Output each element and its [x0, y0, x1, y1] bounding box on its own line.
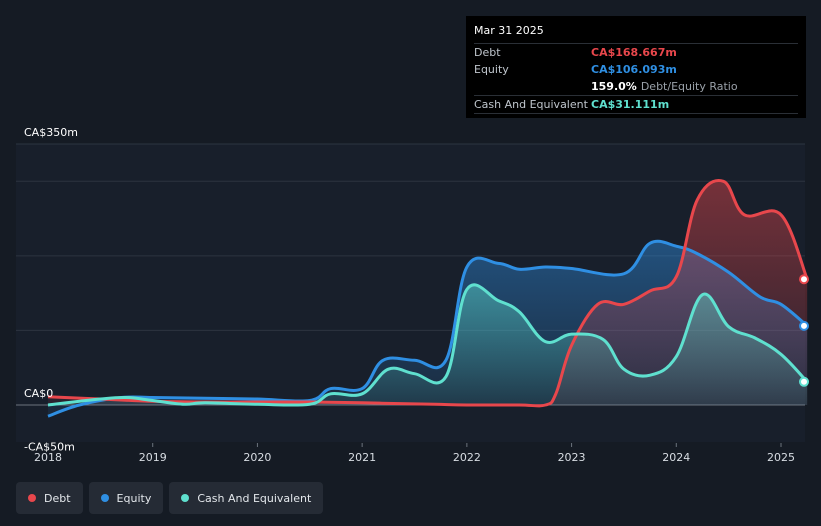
y-axis-labels: CA$350m CA$0 -CA$50m: [24, 126, 78, 453]
tooltip-date: Mar 31 2025: [474, 24, 544, 37]
debt-dot-icon: [28, 494, 36, 502]
end-marker-equity: [799, 320, 809, 331]
area-debt: [48, 180, 808, 406]
x-tick-label: 2022: [453, 451, 481, 464]
tooltip-ratio-label: Debt/Equity Ratio: [640, 80, 738, 93]
area-cash-and-equivalent: [48, 284, 808, 406]
tooltip-row-equity: Equity CA$106.093m: [474, 61, 798, 78]
y-tick-label: -CA$50m: [24, 440, 75, 453]
tooltip-cash-value: CA$31.111m: [591, 98, 670, 111]
legend-label-debt: Debt: [44, 491, 71, 505]
legend-item-cash[interactable]: Cash And Equivalent: [169, 482, 324, 514]
x-tick-label: 2020: [243, 451, 271, 464]
line-equity: [47, 239, 809, 418]
y-tick-label: CA$0: [24, 387, 53, 400]
tooltip-row-ratio: 159.0% Debt/Equity Ratio: [474, 78, 798, 95]
tooltip-debt-value: CA$168.667m: [591, 46, 677, 59]
x-tick-label: 2018: [34, 451, 62, 464]
x-tick-label: 2024: [662, 451, 690, 464]
series-areas: [48, 180, 808, 417]
x-tick-label: 2019: [139, 451, 167, 464]
legend-item-equity[interactable]: Equity: [88, 482, 164, 514]
x-tick-label: 2021: [348, 451, 376, 464]
cash-dot-icon: [181, 494, 190, 502]
series-end-markers: [799, 274, 809, 387]
tooltip-row-debt: Debt CA$168.667m: [474, 43, 798, 61]
legend-label-equity: Equity: [116, 491, 152, 505]
line-cash-and-equivalent: [47, 283, 809, 407]
x-axis-labels: 2018 2019 2020 2021 2022 2023 2024 2025: [34, 443, 795, 464]
data-tooltip: Mar 31 2025 Debt CA$168.667m Equity CA$1…: [466, 16, 806, 118]
equity-dot-icon: [100, 494, 109, 502]
tooltip-ratio-value: 159.0%: [591, 80, 637, 93]
y-tick-label: CA$350m: [24, 126, 78, 139]
x-tick-label: 2023: [558, 451, 586, 464]
legend-item-debt[interactable]: Debt: [16, 482, 83, 514]
tooltip-row-cash: Cash And Equivalent CA$31.111m: [474, 95, 798, 114]
tooltip-debt-label: Debt: [474, 46, 501, 59]
end-marker-cash-and-equivalent: [799, 376, 809, 387]
end-marker-debt: [799, 274, 809, 285]
tooltip-equity-label: Equity: [474, 63, 509, 76]
tooltip-cash-label: Cash And Equivalent: [474, 98, 588, 111]
line-debt: [47, 179, 809, 408]
chart-legend: Debt Equity Cash And Equivalent: [16, 482, 324, 514]
series-lines: [47, 179, 809, 418]
tooltip-equity-value: CA$106.093m: [591, 63, 677, 76]
legend-label-cash: Cash And Equivalent: [197, 491, 312, 505]
x-tick-label: 2025: [767, 451, 795, 464]
